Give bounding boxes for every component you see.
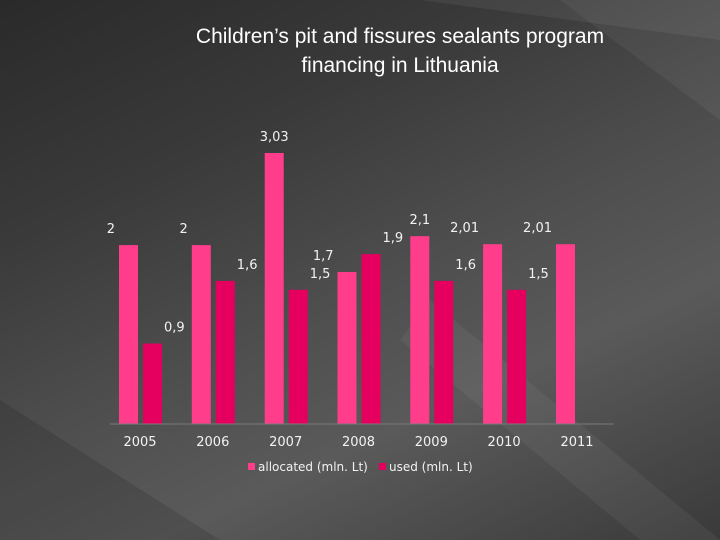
bar-allocated-2011	[556, 244, 575, 424]
data-label-allocated-2010: 2,01	[450, 221, 479, 236]
bar-labels-group: 2 0,9 2 1,6 3,03 1,5 1,7 1,9 2,1 1,6 2,01 1,5 2,01	[107, 130, 552, 336]
bar-used-2010	[507, 289, 527, 424]
bar-used-2007	[288, 289, 308, 424]
legend-swatch-allocated	[248, 463, 255, 470]
data-label-used-2007: 1,5	[310, 267, 331, 282]
bar-used-2006	[215, 280, 235, 424]
legend-label-allocated: allocated (mln. Lt)	[258, 460, 368, 474]
chart-title: Children’s pit and fissures sealants pro…	[100, 22, 700, 80]
legend: allocated (mln. Lt) used (mln. Lt)	[248, 460, 473, 474]
data-label-allocated-2009: 2,1	[409, 213, 430, 228]
bar-used-2009	[434, 280, 454, 424]
data-label-allocated-2007: 3,03	[260, 130, 289, 145]
bar-used-2005	[143, 343, 162, 424]
data-label-allocated-2005: 2	[107, 222, 115, 237]
data-label-used-2008: 1,9	[383, 231, 404, 246]
data-label-allocated-2008: 1,7	[313, 249, 334, 264]
data-label-used-2009: 1,6	[455, 258, 476, 273]
x-tick-label-2007: 2007	[269, 435, 302, 450]
bar-allocated-2006	[191, 245, 211, 424]
x-tick-label-2006: 2006	[196, 435, 229, 450]
data-label-used-2010: 1,5	[528, 267, 549, 282]
bar-used-2008	[361, 254, 381, 424]
bar-allocated-2010	[483, 244, 503, 424]
data-label-used-2006: 1,6	[237, 258, 258, 273]
x-tick-label-2009: 2009	[415, 435, 448, 450]
data-label-allocated-2011: 2,01	[523, 221, 552, 236]
x-tick-labels-group: 2005 2006 2007 2008 2009 2010 2011	[123, 435, 593, 450]
legend-label-used: used (mln. Lt)	[389, 460, 473, 474]
legend-swatch-used	[379, 463, 386, 470]
x-tick-label-2005: 2005	[123, 435, 156, 450]
x-tick-label-2008: 2008	[342, 435, 375, 450]
data-label-allocated-2006: 2	[180, 222, 188, 237]
chart-title-line-1: Children’s pit and fissures sealants pro…	[195, 25, 605, 48]
data-label-used-2005: 0,9	[164, 321, 185, 336]
bar-allocated-2008	[337, 272, 357, 424]
bar-allocated-2005	[119, 245, 138, 424]
x-tick-label-2010: 2010	[488, 435, 521, 450]
x-tick-label-2011: 2011	[560, 435, 593, 450]
bars-group	[119, 153, 575, 424]
bar-allocated-2009	[410, 236, 430, 424]
bar-allocated-2007	[264, 153, 284, 424]
chart-title-line-2: financing in Lithuania	[301, 54, 499, 77]
